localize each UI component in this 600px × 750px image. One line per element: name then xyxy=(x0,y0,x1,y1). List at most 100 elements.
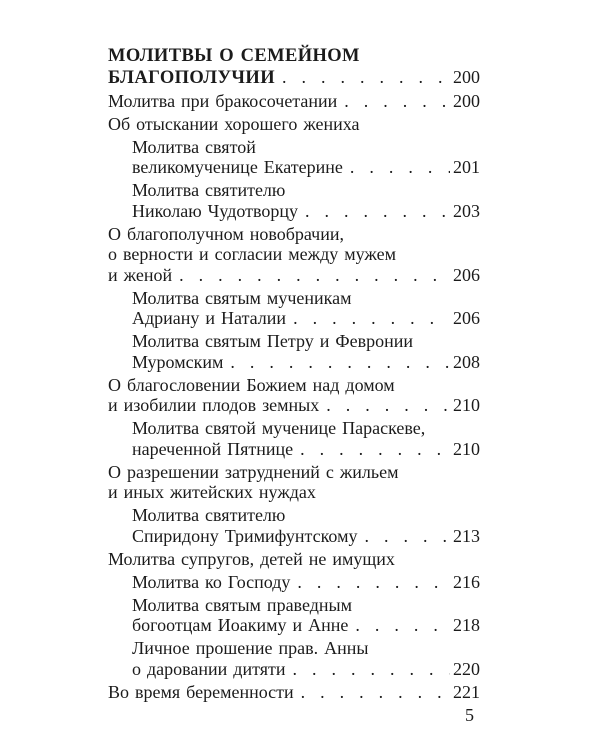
dot-leader: . . . . . . . . . . . . . . . . . . . . … xyxy=(355,615,450,635)
toc-line-text: Адриану и Наталии xyxy=(132,308,287,328)
dot-leader: . . . . . . . . . . . . . . . . . . . . … xyxy=(344,90,450,111)
toc-entry: Молитва святителю Спиридону Тримифунтском… xyxy=(108,505,480,546)
toc-line: Об отыскании хорошего жениха xyxy=(108,114,480,135)
dot-leader: . . . . . . . . . . . . . . . . . . . . … xyxy=(282,66,450,87)
toc-line-text: Молитва при бракосочетании xyxy=(108,90,338,111)
toc-line: Молитва ко Господу . . . . . . . . . . . … xyxy=(132,572,480,593)
toc-line: о даровании дитяти . . . . . . . . . . . … xyxy=(132,659,480,680)
toc-line: и женой . . . . . . . . . . . . . . . . .… xyxy=(108,265,480,286)
page-ref: 200 xyxy=(453,66,480,87)
toc-line-text: О благословении Божием над домом xyxy=(108,374,395,395)
dot-leader: . . . . . . . . . . . . . . . . . . . . … xyxy=(305,200,450,221)
page-ref: 208 xyxy=(453,351,480,372)
toc-line-text: Молитва святой xyxy=(132,136,256,157)
toc-line: великомученице Екатерине . . . . . . . . … xyxy=(132,157,480,178)
dot-leader: . . . . . . . . . . . . . . . . . . . . … xyxy=(297,571,450,592)
toc-entry: Молитва святым Петру и Февронии Муромским… xyxy=(108,331,480,372)
toc-line: и изобилии плодов земных . . . . . . . . … xyxy=(108,395,480,416)
toc-line-text: Молитва ко Господу xyxy=(132,571,291,592)
dot-leader: . . . . . . . . . . . . . . . . . . . . … xyxy=(349,157,450,177)
toc-line: Личное прошение прав. Анны xyxy=(132,638,480,659)
toc-line: Муромским . . . . . . . . . . . . . . . .… xyxy=(132,352,480,373)
toc-line-text: и изобилии плодов земных xyxy=(108,395,320,415)
toc-line: Молитва святой мученице Параскеве, xyxy=(132,418,480,439)
page-ref: 200 xyxy=(453,90,480,111)
toc-line-text: МОЛИТВЫ О СЕМЕЙНОМ xyxy=(108,46,360,66)
toc-entry: Молитва святителю Николаю Чудотворцу . . .… xyxy=(108,180,480,221)
toc-line: О благополучном новобрачии, xyxy=(108,224,480,245)
toc-line-text: О благополучном новобрачии, xyxy=(108,223,344,244)
page-ref: 206 xyxy=(453,264,480,285)
toc-line: Николаю Чудотворцу . . . . . . . . . . . … xyxy=(132,201,480,222)
toc-line-text: Молитва святым праведным xyxy=(132,594,352,615)
toc-line: о верности и согласии между мужем xyxy=(108,244,480,265)
toc-line-text: Молитва святым Петру и Февронии xyxy=(132,331,414,351)
toc-entry: Молитва супругов, детей не имущих xyxy=(108,549,480,570)
toc-line: Молитва супругов, детей не имущих xyxy=(108,549,480,570)
toc-entry: Молитва святым праведным богоотцам Иоаким… xyxy=(108,595,480,636)
dot-leader: . . . . . . . . . . . . . . . . . . . . … xyxy=(326,395,450,415)
folio-page-number: 5 xyxy=(465,705,474,725)
page-ref: 216 xyxy=(453,571,480,592)
page-ref: 210 xyxy=(453,438,480,459)
toc-line-text: Николаю Чудотворцу xyxy=(132,200,299,221)
toc-entry: МОЛИТВЫ О СЕМЕЙНОМ БЛАГОПОЛУЧИИ . . . . . … xyxy=(108,46,480,88)
toc-line: и иных житейских нуждах xyxy=(108,482,480,503)
toc-entry: Личное прошение прав. Анны о даровании ди… xyxy=(108,638,480,679)
toc-line-text: нареченной Пятнице xyxy=(132,438,294,459)
toc-line: МОЛИТВЫ О СЕМЕЙНОМ xyxy=(108,46,480,67)
toc-line-text: Личное прошение прав. Анны xyxy=(132,638,369,658)
toc-entry: Молитва святым мученикам Адриану и Натали… xyxy=(108,288,480,329)
toc-line-text: Муромским xyxy=(132,351,224,372)
page-ref: 221 xyxy=(453,681,480,702)
dot-leader: . . . . . . . . . . . . . . . . . . . . … xyxy=(300,438,450,459)
table-of-contents: МОЛИТВЫ О СЕМЕЙНОМ БЛАГОПОЛУЧИИ . . . . . … xyxy=(108,46,480,702)
toc-line-text: Спиридону Тримифунтскому xyxy=(132,525,358,546)
toc-line: Молитва святителю xyxy=(132,505,480,526)
page-ref: 220 xyxy=(453,658,480,679)
page-ref: 210 xyxy=(453,395,480,415)
toc-line: Молитва святой xyxy=(132,137,480,158)
page-ref: 213 xyxy=(453,525,480,546)
toc-line-text: о даровании дитяти xyxy=(132,658,286,679)
toc-line-text: Молитва супругов, детей не имущих xyxy=(108,548,395,569)
toc-entry: Об отыскании хорошего жениха xyxy=(108,114,480,135)
toc-line: БЛАГОПОЛУЧИИ . . . . . . . . . . . . . . … xyxy=(108,67,480,89)
toc-line-text: БЛАГОПОЛУЧИИ xyxy=(108,67,275,88)
dot-leader: . . . . . . . . . . . . . . . . . . . . … xyxy=(230,351,450,372)
toc-line: О разрешении затруднений с жильем xyxy=(108,462,480,483)
toc-entry: О благословении Божием над домом и изобил… xyxy=(108,375,480,416)
toc-line: Молитва святым праведным xyxy=(132,595,480,616)
toc-line-text: богоотцам Иоакиму и Анне xyxy=(132,615,349,635)
toc-line: Адриану и Наталии . . . . . . . . . . . .… xyxy=(132,308,480,329)
toc-entry: Молитва ко Господу . . . . . . . . . . . … xyxy=(108,572,480,593)
toc-line-text: и иных житейских нуждах xyxy=(108,482,316,502)
toc-line: О благословении Божием над домом xyxy=(108,375,480,396)
toc-line: Молитва святителю xyxy=(132,180,480,201)
toc-line-text: великомученице Екатерине xyxy=(132,157,343,177)
dot-leader: . . . . . . . . . . . . . . . . . . . . … xyxy=(293,308,450,328)
toc-line: богоотцам Иоакиму и Анне . . . . . . . . … xyxy=(132,615,480,636)
toc-line-text: Молитва святителю xyxy=(132,505,286,525)
toc-line-text: и женой xyxy=(108,264,173,285)
toc-line-text: о верности и согласии между мужем xyxy=(108,244,396,264)
page-ref: 206 xyxy=(453,308,480,328)
dot-leader: . . . . . . . . . . . . . . . . . . . . … xyxy=(179,264,450,285)
toc-entry: О разрешении затруднений с жильем и иных … xyxy=(108,462,480,503)
dot-leader: . . . . . . . . . . . . . . . . . . . . … xyxy=(364,525,450,546)
toc-entry: Молитва святой великомученице Екатерине . … xyxy=(108,137,480,178)
dot-leader: . . . . . . . . . . . . . . . . . . . . … xyxy=(300,681,450,702)
toc-entry: Молитва при бракосочетании . . . . . . . … xyxy=(108,91,480,112)
toc-line: Молитва святым Петру и Февронии xyxy=(132,331,480,352)
toc-line: Во время беременности . . . . . . . . . .… xyxy=(108,682,480,703)
toc-entry: О благополучном новобрачии, о верности и … xyxy=(108,224,480,286)
toc-line-text: Во время беременности xyxy=(108,681,294,702)
toc-line: Молитва при бракосочетании . . . . . . . … xyxy=(108,91,480,112)
page-ref: 218 xyxy=(453,615,480,635)
toc-line-text: Об отыскании хорошего жениха xyxy=(108,113,360,134)
dot-leader: . . . . . . . . . . . . . . . . . . . . … xyxy=(292,658,451,679)
toc-line: Молитва святым мученикам xyxy=(132,288,480,309)
page-ref: 201 xyxy=(453,157,480,177)
toc-line: нареченной Пятнице . . . . . . . . . . . … xyxy=(132,439,480,460)
